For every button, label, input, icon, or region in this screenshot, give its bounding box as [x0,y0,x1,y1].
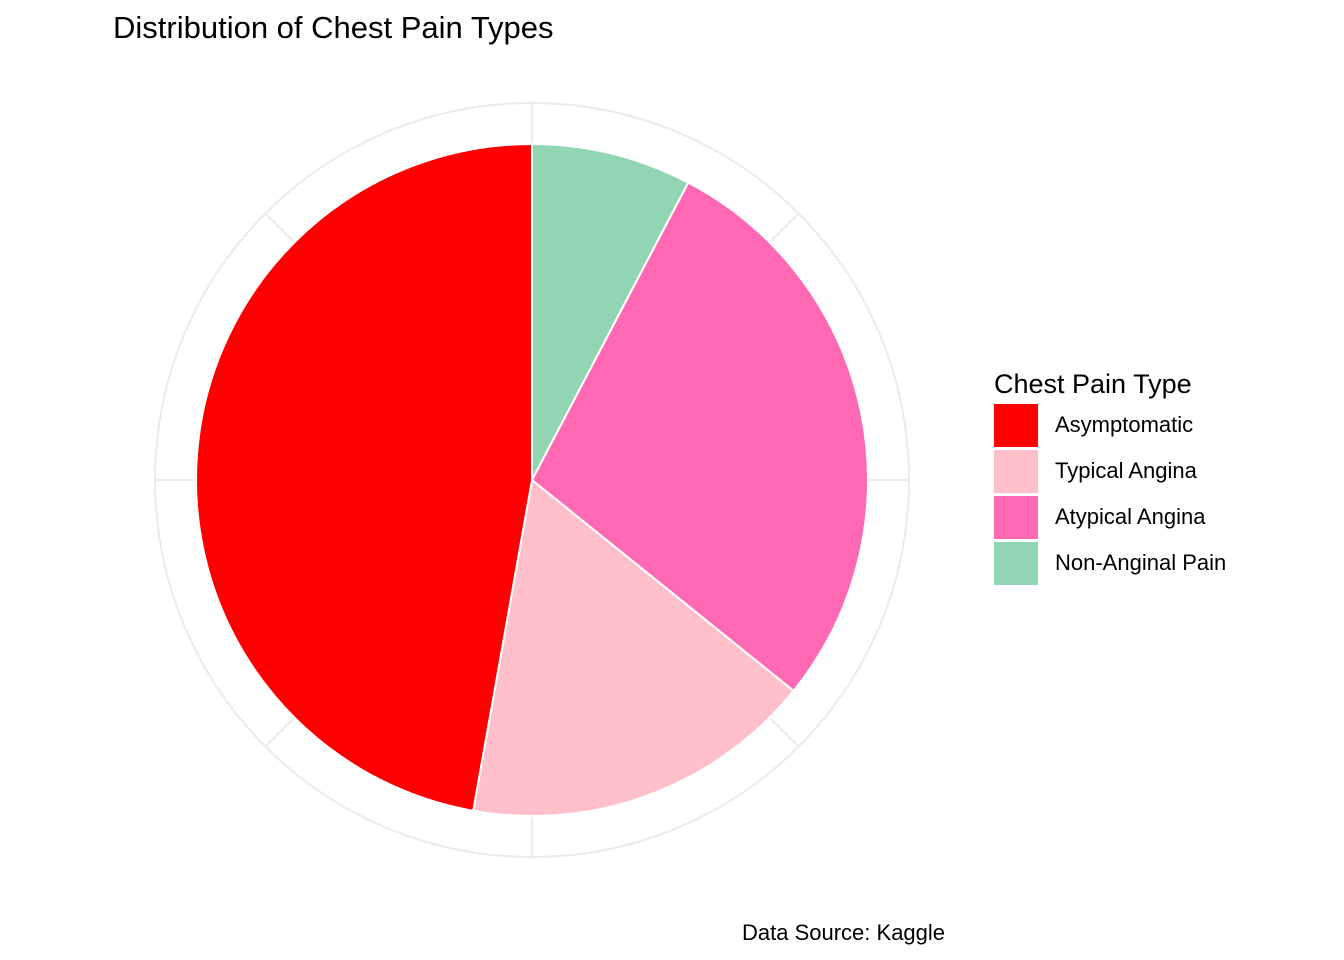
legend-swatch [994,403,1038,447]
pie-slice-atypical-angina [530,181,869,693]
legend-entries: Asymptomatic Typical Angina Atypical Angin… [994,402,1226,586]
legend-entry-atypical-angina: Atypical Angina [994,494,1226,540]
legend-title: Chest Pain Type [994,369,1192,399]
legend-swatch [994,495,1038,539]
legend-label: Asymptomatic [1055,412,1194,437]
legend-swatch [994,541,1038,585]
legend-label: Atypical Angina [1055,504,1206,529]
legend-entry-asymptomatic: Asymptomatic [994,402,1226,448]
pie-slice-non-anginal-pain [531,142,690,481]
pie-slices [194,142,869,817]
legend-entry-non-anginal-pain: Non-Anginal Pain [994,540,1226,586]
legend-entry-typical-angina: Typical Angina [994,448,1226,494]
legend-label: Typical Angina [1055,458,1197,483]
legend-label: Non-Anginal Pain [1055,550,1227,575]
pie-slice-typical-angina [472,478,795,817]
chart-title: Distribution of Chest Pain Types [113,10,554,45]
data-source-caption: Data Source: Kaggle [742,920,946,945]
legend: Chest Pain Type Asymptomatic Typical Angi… [994,366,1226,586]
legend-swatch [994,449,1038,493]
pie-slice-asymptomatic [194,142,533,812]
